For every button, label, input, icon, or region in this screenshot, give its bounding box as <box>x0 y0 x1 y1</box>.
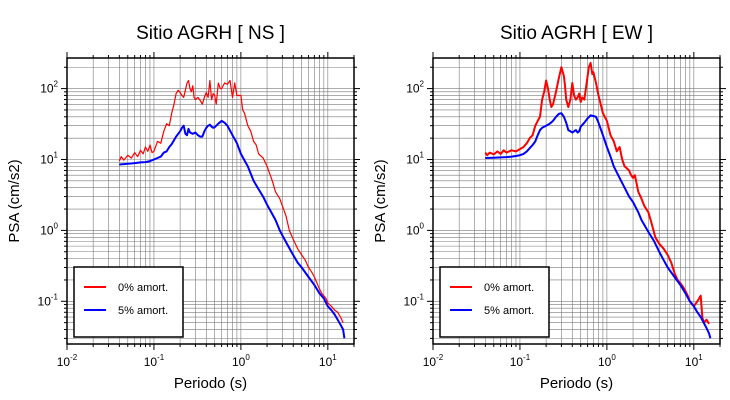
x-axis-label: Periodo (s) <box>540 375 613 392</box>
axis-ticks <box>427 52 726 350</box>
axis-ticks <box>61 52 360 350</box>
x-tick-label: 100 <box>232 353 250 369</box>
y-tick-label: 102 <box>406 80 424 96</box>
y-tick-label: 101 <box>406 150 424 166</box>
y-tick-label: 100 <box>40 221 58 237</box>
y-axis-label: PSA (cm/s2) <box>6 159 23 242</box>
chart-panel-1: 10-2 10-1 100 101 10-1 100 101 102 Sitio AGRH [ … <box>6 23 360 392</box>
legend-label: 0% amort. <box>484 282 534 294</box>
y-tick-label: 100 <box>406 221 424 237</box>
x-tick-label: 100 <box>598 353 616 369</box>
grid <box>432 58 721 344</box>
series-line-1 <box>118 79 344 323</box>
legend-label: 0% amort. <box>118 282 168 294</box>
grid <box>66 58 355 344</box>
plot-frame <box>66 57 355 345</box>
plot-frame <box>432 57 721 345</box>
legend-box <box>439 266 550 338</box>
y-tick-label: 101 <box>40 150 58 166</box>
chart-title: Sitio AGRH [ EW ] <box>500 23 653 44</box>
x-tick-label: 10-1 <box>510 353 531 369</box>
x-tick-label: 10-2 <box>57 353 78 369</box>
y-tick-label: 102 <box>40 80 58 96</box>
series-line-1 <box>484 61 710 325</box>
legend-label: 5% amort. <box>118 305 168 317</box>
series-line-2 <box>119 119 346 339</box>
x-tick-label: 10-2 <box>423 353 444 369</box>
legend: 0% amort. 5% amort. <box>73 266 184 338</box>
x-tick-label: 101 <box>685 353 703 369</box>
chart-title: Sitio AGRH [ NS ] <box>136 23 285 44</box>
legend-label: 5% amort. <box>484 305 534 317</box>
y-tick-label: 10-1 <box>38 292 59 308</box>
x-tick-label: 101 <box>319 353 337 369</box>
y-tick-label: 10-1 <box>404 292 425 308</box>
chart-panel-2: 10-2 10-1 100 101 10-1 100 101 102 Sitio AGRH [ … <box>372 23 726 392</box>
x-axis-label: Periodo (s) <box>174 375 247 392</box>
x-tick-label: 10-1 <box>144 353 165 369</box>
y-axis-label: PSA (cm/s2) <box>372 159 389 242</box>
legend: 0% amort. 5% amort. <box>439 266 550 338</box>
series-line-2 <box>485 112 712 339</box>
legend-box <box>73 266 184 338</box>
